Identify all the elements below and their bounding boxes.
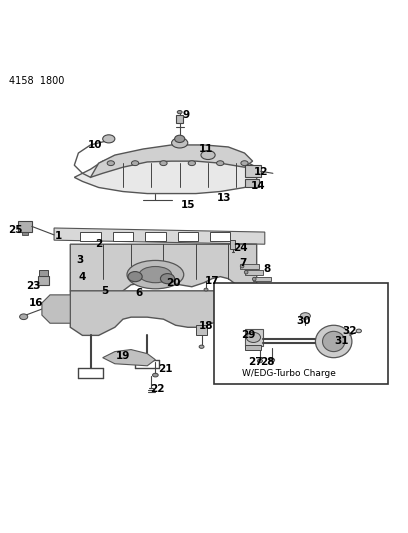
Text: W/EDG-Turbo Charge: W/EDG-Turbo Charge <box>242 369 336 378</box>
Ellipse shape <box>241 161 248 166</box>
Bar <box>176 115 183 123</box>
Ellipse shape <box>175 135 185 142</box>
Text: 16: 16 <box>29 298 43 308</box>
Polygon shape <box>91 145 253 177</box>
Text: 4158  1800: 4158 1800 <box>9 76 65 86</box>
Ellipse shape <box>253 277 256 281</box>
Bar <box>80 232 101 241</box>
Text: 23: 23 <box>27 281 41 291</box>
Text: 7: 7 <box>239 259 246 268</box>
Text: 1: 1 <box>55 231 62 241</box>
Ellipse shape <box>240 264 244 268</box>
Ellipse shape <box>160 161 167 166</box>
Text: 32: 32 <box>342 326 356 336</box>
Text: 20: 20 <box>166 278 181 288</box>
Bar <box>38 276 49 285</box>
Ellipse shape <box>315 325 352 358</box>
Ellipse shape <box>269 358 275 362</box>
Polygon shape <box>74 153 257 193</box>
Ellipse shape <box>323 332 345 352</box>
Text: 5: 5 <box>101 286 109 296</box>
Polygon shape <box>103 350 155 366</box>
Ellipse shape <box>172 138 188 148</box>
Ellipse shape <box>127 261 184 289</box>
Text: 18: 18 <box>199 321 213 331</box>
Text: 22: 22 <box>150 384 165 394</box>
Text: 9: 9 <box>182 110 189 119</box>
Bar <box>244 180 259 188</box>
Text: 11: 11 <box>199 144 213 154</box>
Text: 10: 10 <box>87 140 102 150</box>
Ellipse shape <box>246 333 261 343</box>
Text: 27: 27 <box>248 357 263 367</box>
Text: 29: 29 <box>242 330 256 341</box>
Text: 4: 4 <box>79 272 86 281</box>
Bar <box>244 345 261 350</box>
Ellipse shape <box>177 110 182 114</box>
Text: 15: 15 <box>181 200 195 210</box>
Ellipse shape <box>204 288 208 291</box>
Ellipse shape <box>257 359 263 363</box>
Ellipse shape <box>139 266 172 282</box>
Text: 30: 30 <box>296 316 310 326</box>
Ellipse shape <box>244 270 248 274</box>
Text: 31: 31 <box>335 336 349 346</box>
Ellipse shape <box>188 161 195 166</box>
Bar <box>253 277 271 281</box>
Bar <box>240 264 259 269</box>
Polygon shape <box>70 244 257 301</box>
Text: 12: 12 <box>253 167 268 177</box>
Bar <box>113 232 133 241</box>
Bar <box>244 270 263 274</box>
Text: 3: 3 <box>77 255 84 265</box>
Text: 24: 24 <box>233 243 248 253</box>
Text: 17: 17 <box>205 277 220 287</box>
Bar <box>18 221 32 232</box>
Ellipse shape <box>103 135 115 143</box>
Text: 14: 14 <box>251 181 266 191</box>
Bar <box>39 270 48 276</box>
Bar <box>244 329 263 345</box>
Text: 21: 21 <box>158 364 173 374</box>
Text: 2: 2 <box>95 239 102 249</box>
Text: 19: 19 <box>116 351 130 361</box>
Ellipse shape <box>131 161 139 166</box>
Text: 6: 6 <box>135 288 143 298</box>
Text: 8: 8 <box>263 264 271 274</box>
Ellipse shape <box>201 151 215 159</box>
Bar <box>244 165 261 177</box>
Bar <box>231 240 235 249</box>
Text: 25: 25 <box>8 225 23 235</box>
Bar <box>22 232 28 235</box>
Polygon shape <box>54 228 265 244</box>
Bar <box>214 282 388 384</box>
Text: 28: 28 <box>260 357 275 367</box>
Polygon shape <box>70 291 257 335</box>
Bar <box>210 232 231 241</box>
Ellipse shape <box>199 345 204 349</box>
Ellipse shape <box>107 161 115 166</box>
Ellipse shape <box>356 329 361 333</box>
Bar <box>177 232 198 241</box>
Ellipse shape <box>300 313 310 319</box>
Ellipse shape <box>217 161 224 166</box>
Bar <box>145 232 166 241</box>
Bar <box>196 325 207 335</box>
Ellipse shape <box>20 314 28 320</box>
Ellipse shape <box>128 272 142 282</box>
Text: 13: 13 <box>217 192 231 203</box>
Ellipse shape <box>160 273 175 284</box>
Ellipse shape <box>153 373 158 377</box>
Polygon shape <box>42 295 70 323</box>
